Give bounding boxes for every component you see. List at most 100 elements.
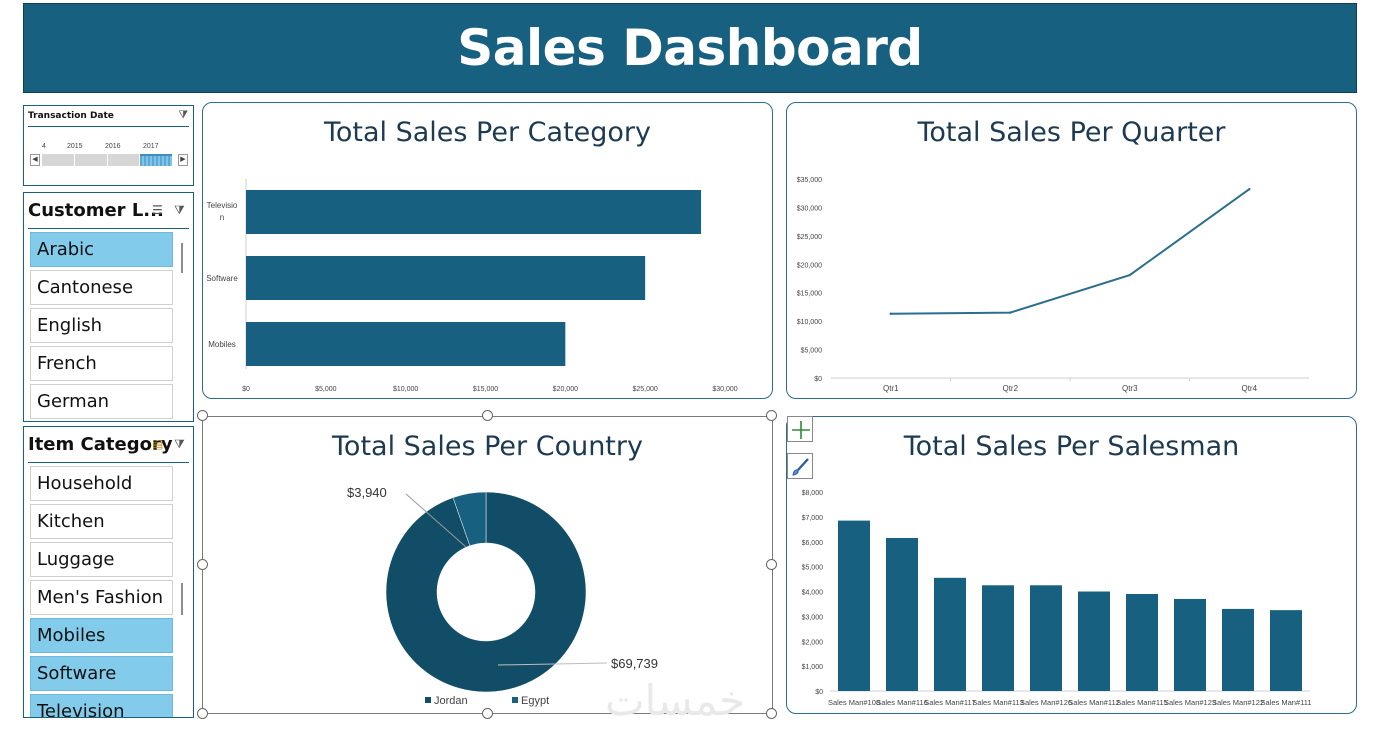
x-tick-label: Sales Man#123 <box>1164 698 1216 707</box>
y-tick-label: $3,000 <box>802 614 824 621</box>
slicer-item-household[interactable]: Household <box>30 466 173 501</box>
data-label: $69,739 <box>611 656 658 671</box>
bar <box>246 322 566 366</box>
customer-slicer-title: Customer L... <box>28 200 164 221</box>
bar <box>1270 610 1302 691</box>
category-tick-label: Software <box>206 274 238 283</box>
salesman-chart-panel[interactable]: Total Sales Per Salesman $0 $1,000 $2,000 $… <box>786 416 1357 714</box>
line-point <box>889 312 892 315</box>
dashboard-title: Sales Dashboard <box>457 19 923 77</box>
customer-slicer-scrollbar[interactable] <box>181 243 183 273</box>
slicer-item-german[interactable]: German <box>30 384 173 419</box>
quarter-line-chart: $0 $5,000 $10,000 $15,000 $20,000 $25,000 $30,… <box>797 177 1309 393</box>
timeline-track[interactable] <box>42 154 173 166</box>
series-line <box>890 188 1250 315</box>
pie-slice <box>385 491 587 693</box>
y-tick-label: $0 <box>815 689 823 696</box>
resize-handle[interactable] <box>482 410 493 421</box>
timeline-header: Transaction Date <box>28 106 189 127</box>
timeline-segment[interactable] <box>74 154 107 166</box>
category-tick-label: Televisio <box>207 201 238 210</box>
legend-label: Jordan <box>434 695 468 707</box>
x-tick-label: $20,000 <box>553 386 578 393</box>
timeline-year: 2017 <box>143 143 159 150</box>
category-tick-label: n <box>220 213 224 222</box>
resize-handle[interactable] <box>766 410 777 421</box>
chart-title: Total Sales Per Category <box>323 117 652 148</box>
timeline-scroll-right[interactable]: ▶ <box>178 154 188 166</box>
timeline-slicer[interactable]: Transaction Date ⧩ 4 2015 2016 2017 ◀ ▶ <box>23 105 194 186</box>
multi-select-icon[interactable]: ☰ <box>152 203 163 217</box>
y-tick-label: $30,000 <box>797 205 822 212</box>
bar <box>982 585 1014 691</box>
clear-filter-icon[interactable]: ⧩ <box>174 203 185 217</box>
timeline-segment-selected[interactable] <box>140 154 172 166</box>
slicer-item-english[interactable]: English <box>30 308 173 343</box>
timeline-segment[interactable] <box>42 154 74 166</box>
clear-filter-icon[interactable]: ⧩ <box>174 437 185 451</box>
y-tick-label: $35,000 <box>797 177 822 184</box>
leader-line <box>497 662 608 666</box>
item-category-slicer: Item Category ▤ ⧩ Household Kitchen Luggag… <box>23 426 194 718</box>
leader-line <box>405 493 467 548</box>
brush-icon <box>792 458 809 476</box>
resize-handle[interactable] <box>197 559 208 570</box>
y-tick-label: $4,000 <box>802 590 824 597</box>
x-tick-label: $10,000 <box>393 386 418 393</box>
x-tick-label: $5,000 <box>315 386 337 393</box>
category-chart-panel[interactable]: Total Sales Per Category Televisio n Softw… <box>202 102 773 399</box>
data-label: $3,940 <box>347 485 387 500</box>
quarter-chart-panel[interactable]: Total Sales Per Quarter $0 $5,000 $10,000 $… <box>786 102 1357 399</box>
timeline-scroll-left[interactable]: ◀ <box>30 154 40 166</box>
line-point <box>1128 273 1131 277</box>
slicer-item-french[interactable]: French <box>30 346 173 381</box>
x-tick-label: $15,000 <box>473 386 498 393</box>
resize-handle[interactable] <box>482 708 493 719</box>
x-tick-label: $0 <box>242 386 250 393</box>
slicer-item-software[interactable]: Software <box>30 656 173 691</box>
timeline-year: 2016 <box>105 143 121 150</box>
bar <box>1078 591 1110 691</box>
slicer-item-luggage[interactable]: Luggage <box>30 542 173 577</box>
multi-select-icon[interactable]: ▤ <box>152 437 164 451</box>
category-tick-label: Mobiles <box>208 340 236 349</box>
resize-handle[interactable] <box>197 708 208 719</box>
y-tick-label: $15,000 <box>797 291 822 298</box>
x-tick-label: Sales Man#126 <box>1020 698 1072 707</box>
x-tick-label: Sales Man#116 <box>876 698 928 707</box>
resize-handle[interactable] <box>766 559 777 570</box>
y-tick-label: $1,000 <box>802 664 824 671</box>
slicer-item-cantonese[interactable]: Cantonese <box>30 270 173 305</box>
customer-slicer-header: Customer L... <box>28 193 189 229</box>
timeline-segment[interactable] <box>107 154 140 166</box>
bar <box>886 538 918 691</box>
line-point <box>1248 188 1251 191</box>
chart-styles-button[interactable] <box>787 453 813 479</box>
x-tick-label: $30,000 <box>712 386 737 393</box>
dashboard-banner: Sales Dashboard <box>23 3 1357 93</box>
x-tick-label: Qtr1 <box>883 384 899 393</box>
x-tick-label: $25,000 <box>633 386 658 393</box>
slicer-item-kitchen[interactable]: Kitchen <box>30 504 173 539</box>
country-chart-panel[interactable]: Total Sales Per Country $3,940 $69,739 Jor… <box>202 416 773 714</box>
x-tick-label: Sales Man#115 <box>1116 698 1168 707</box>
y-tick-label: $7,000 <box>802 515 824 522</box>
line-point <box>1009 311 1012 314</box>
resize-handle[interactable] <box>197 410 208 421</box>
slicer-item-arabic[interactable]: Arabic <box>30 232 173 267</box>
category-slicer-title: Item Category <box>28 434 173 455</box>
bar <box>934 577 966 691</box>
timeline-title: Transaction Date <box>28 111 114 121</box>
y-tick-label: $5,000 <box>801 348 823 355</box>
x-tick-label: Sales Man#122 <box>1212 698 1264 707</box>
category-slicer-scrollbar[interactable] <box>181 583 183 615</box>
clear-filter-icon[interactable]: ⧩ <box>178 109 188 121</box>
slicer-item-men-s-fashion[interactable]: Men's Fashion <box>30 580 173 615</box>
x-tick-label: Sales Man#113 <box>972 698 1024 707</box>
resize-handle[interactable] <box>766 708 777 719</box>
bar <box>1126 593 1158 691</box>
chart-elements-button[interactable] <box>787 416 813 442</box>
slicer-item-television[interactable]: Television <box>30 694 173 717</box>
pie-slice <box>452 491 487 547</box>
slicer-item-mobiles[interactable]: Mobiles <box>30 618 173 653</box>
